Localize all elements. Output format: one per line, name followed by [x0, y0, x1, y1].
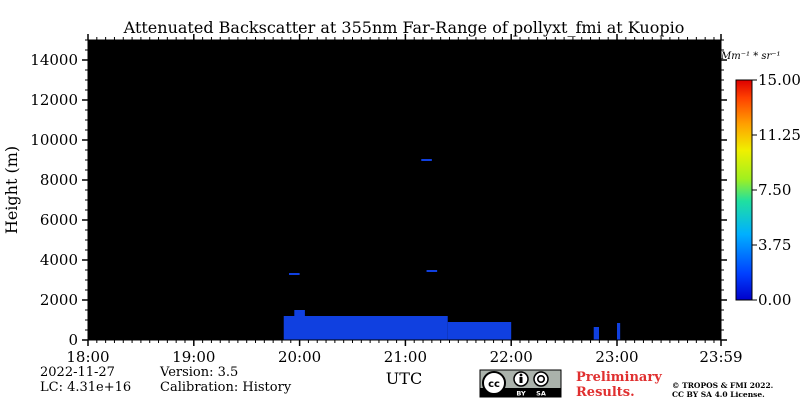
colorbar-tick-label: 0.00: [758, 291, 791, 309]
x-axis: 18:00 19:00 20:00 21:00 22:00 23:00 23:59: [66, 34, 743, 366]
svg-text:cc: cc: [488, 379, 500, 390]
y-axis-label: Height (m): [2, 146, 21, 234]
y-tick-label: 4000: [40, 251, 78, 269]
y-tick-label: 12000: [30, 91, 78, 109]
y-tick-label: 10000: [30, 131, 78, 149]
colorbar-unit: Mm⁻¹ * sr⁻¹: [720, 51, 781, 62]
y-tick-label: 6000: [40, 211, 78, 229]
signal-layer: [283, 159, 621, 340]
x-tick-label: 18:00: [66, 348, 109, 366]
attribution-icon: [513, 371, 529, 387]
y-tick-label: 8000: [40, 171, 78, 189]
info-date: 2022-11-27: [40, 365, 115, 380]
copyright-line1: © TROPOS & FMI 2022.: [672, 381, 773, 390]
signal-cell: [421, 159, 432, 161]
x-tick-label: 23:00: [595, 348, 638, 366]
cc-by-sa-badge: cc BY SA: [479, 369, 562, 398]
y-tick-label: 2000: [40, 291, 78, 309]
info-version: Version: 3.5: [159, 365, 238, 380]
colorbar-tick-label: 3.75: [758, 236, 791, 254]
y-tick-label: 0: [68, 331, 78, 349]
cc-icon: cc: [482, 371, 506, 395]
share-alike-icon: [533, 371, 549, 387]
signal-cell: [447, 322, 512, 340]
y-axis: 0 2000 4000 6000 8000 10000 12000 14000: [30, 39, 727, 349]
badge-by-label: BY: [516, 390, 526, 398]
colorbar-ticks: 0.00 3.75 7.50 11.25 15.00: [752, 71, 800, 309]
info-calibration: Calibration: History: [160, 380, 292, 395]
signal-cell: [289, 273, 300, 275]
x-tick-label: 19:00: [172, 348, 215, 366]
colorbar-tick-label: 11.25: [758, 126, 800, 144]
badge-sa-label: SA: [536, 390, 546, 398]
colorbar-tick-label: 7.50: [758, 181, 791, 199]
signal-cell: [294, 310, 305, 316]
x-tick-label: 23:59: [699, 348, 742, 366]
signal-cell: [593, 327, 600, 340]
colorbar-tick-label: 15.00: [758, 71, 800, 89]
signal-cell: [426, 270, 438, 272]
preliminary-label: Preliminary: [576, 370, 662, 385]
info-lc: LC: 4.31e+16: [40, 380, 131, 395]
x-axis-label: UTC: [386, 369, 422, 388]
x-tick-label: 20:00: [278, 348, 321, 366]
signal-cell: [616, 323, 621, 340]
signal-cell: [400, 318, 411, 320]
chart-title: Attenuated Backscatter at 355nm Far-Rang…: [123, 18, 685, 37]
colorbar: [735, 79, 753, 301]
x-tick-label: 22:00: [490, 348, 533, 366]
preliminary-label-line2: Results.: [576, 385, 635, 400]
copyright-line2: CC BY SA 4.0 License.: [672, 390, 765, 399]
signal-cell: [283, 316, 448, 340]
plot-area: [88, 40, 721, 340]
x-tick-label: 21:00: [384, 348, 427, 366]
y-tick-label: 14000: [30, 51, 78, 69]
